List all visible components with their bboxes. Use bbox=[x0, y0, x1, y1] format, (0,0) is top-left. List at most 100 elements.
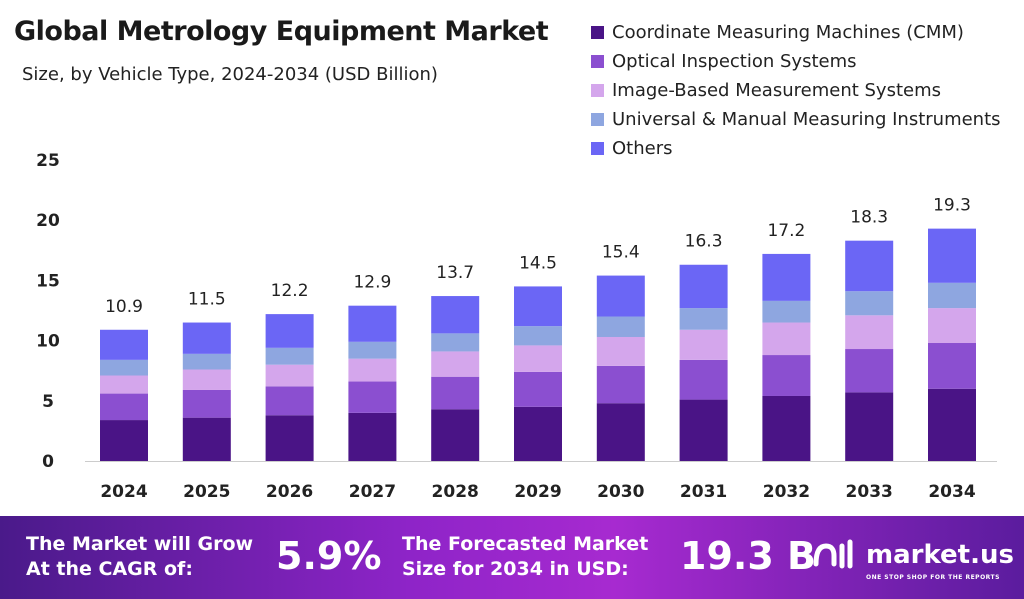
legend-item: Universal & Manual Measuring Instruments bbox=[591, 105, 1001, 134]
legend-item: Others bbox=[591, 134, 1001, 163]
bar-segment bbox=[845, 392, 894, 461]
legend-swatch bbox=[591, 26, 604, 39]
bar-segment bbox=[845, 315, 894, 350]
total-label: 12.2 bbox=[271, 281, 309, 301]
legend-swatch bbox=[591, 55, 604, 68]
bar-segment bbox=[182, 322, 231, 354]
bar-segment bbox=[348, 305, 397, 342]
cagr-value: 5.9% bbox=[276, 534, 382, 578]
total-label: 14.5 bbox=[519, 253, 557, 273]
bar-segment bbox=[265, 347, 314, 365]
bar-segment bbox=[182, 369, 231, 390]
bar-segment bbox=[265, 415, 314, 461]
bar-segment bbox=[100, 359, 148, 376]
x-tick-label: 2031 bbox=[680, 482, 727, 502]
total-label: 12.9 bbox=[353, 273, 391, 293]
bar-segment bbox=[514, 286, 562, 327]
legend-label: Coordinate Measuring Machines (CMM) bbox=[612, 22, 964, 43]
legend-label: Universal & Manual Measuring Instruments bbox=[612, 109, 1001, 130]
bar-segment bbox=[265, 314, 314, 348]
bar-segment bbox=[762, 395, 811, 461]
forecast-label-line2: Size for 2034 in USD: bbox=[402, 558, 629, 580]
bar-segment bbox=[596, 403, 645, 461]
bar-segment bbox=[928, 388, 976, 461]
x-tick-label: 2024 bbox=[100, 482, 147, 502]
x-tick-label: 2025 bbox=[183, 482, 230, 502]
bar-segment bbox=[100, 420, 148, 461]
market-us-logo: market.us bbox=[810, 538, 1014, 572]
total-label: 15.4 bbox=[602, 243, 640, 263]
bar-segment bbox=[845, 291, 894, 316]
bar-segment bbox=[679, 329, 728, 360]
forecast-value: 19.3 B bbox=[680, 534, 816, 578]
legend-swatch bbox=[591, 113, 604, 126]
x-tick-label: 2034 bbox=[928, 482, 975, 502]
bar-segment bbox=[431, 296, 480, 334]
x-tick-label: 2032 bbox=[763, 482, 810, 502]
bar-segment bbox=[679, 264, 728, 309]
y-tick-label: 15 bbox=[36, 271, 60, 291]
bar-segment bbox=[762, 355, 811, 396]
cagr-label-line1: The Market will Grow bbox=[26, 533, 254, 555]
logo-tagline: ONE STOP SHOP FOR THE REPORTS bbox=[866, 574, 1000, 581]
bar-segment bbox=[348, 381, 397, 413]
legend-label: Image-Based Measurement Systems bbox=[612, 80, 942, 101]
logo-icon bbox=[813, 539, 853, 569]
x-tick-label: 2030 bbox=[597, 482, 644, 502]
bar-segment bbox=[182, 353, 231, 370]
bar-segment bbox=[348, 341, 397, 359]
bar-segment bbox=[596, 365, 645, 404]
bar-segment bbox=[182, 389, 231, 418]
y-tick-label: 0 bbox=[42, 452, 54, 472]
bar-segment bbox=[845, 240, 894, 292]
bar-segment bbox=[596, 316, 645, 337]
bar-segment bbox=[928, 343, 976, 389]
total-label: 13.7 bbox=[436, 263, 474, 283]
chart-title: Global Metrology Equipment Market bbox=[14, 16, 549, 47]
bar-segment bbox=[679, 359, 728, 400]
legend-swatch bbox=[591, 142, 604, 155]
stacked-bar-chart: 051015202510.9202411.5202512.2202612.920… bbox=[36, 151, 997, 502]
bar-segment bbox=[431, 376, 480, 410]
total-label: 19.3 bbox=[933, 196, 971, 216]
cagr-label: The Market will Grow At the CAGR of: bbox=[26, 532, 253, 582]
bar-segment bbox=[100, 375, 148, 394]
total-label: 18.3 bbox=[850, 208, 888, 228]
total-label: 17.2 bbox=[767, 221, 805, 241]
forecast-label-line1: The Forecasted Market bbox=[402, 533, 649, 555]
bar-segment bbox=[431, 351, 480, 377]
bar-segment bbox=[514, 345, 562, 372]
bar-segment bbox=[928, 282, 976, 309]
cagr-label-line2: At the CAGR of: bbox=[26, 558, 193, 580]
bar-segment bbox=[100, 329, 148, 360]
x-tick-label: 2026 bbox=[266, 482, 313, 502]
bar-segment bbox=[182, 417, 231, 461]
legend-label: Others bbox=[612, 138, 673, 159]
bar-segment bbox=[348, 412, 397, 461]
x-tick-label: 2029 bbox=[514, 482, 561, 502]
legend-item: Coordinate Measuring Machines (CMM) bbox=[591, 18, 1001, 47]
legend-label: Optical Inspection Systems bbox=[612, 51, 857, 72]
x-tick-label: 2027 bbox=[349, 482, 396, 502]
y-tick-label: 10 bbox=[36, 332, 60, 352]
bar-segment bbox=[762, 322, 811, 356]
total-label: 16.3 bbox=[685, 232, 723, 252]
legend-item: Image-Based Measurement Systems bbox=[591, 76, 1001, 105]
bar-segment bbox=[514, 406, 562, 461]
forecast-label: The Forecasted Market Size for 2034 in US… bbox=[402, 532, 648, 582]
logo-text: market.us bbox=[866, 540, 1014, 570]
total-label: 11.5 bbox=[188, 290, 226, 310]
bar-segment bbox=[679, 399, 728, 461]
y-tick-label: 20 bbox=[36, 211, 60, 231]
summary-banner: The Market will Grow At the CAGR of: 5.9%… bbox=[0, 516, 1024, 599]
chart-subtitle: Size, by Vehicle Type, 2024-2034 (USD Bi… bbox=[22, 64, 438, 85]
total-label: 10.9 bbox=[105, 297, 143, 317]
bar-segment bbox=[679, 308, 728, 330]
bar-segment bbox=[928, 228, 976, 283]
bar-segment bbox=[431, 409, 480, 461]
bar-segment bbox=[596, 336, 645, 366]
bar-segment bbox=[596, 275, 645, 317]
bar-segment bbox=[928, 308, 976, 344]
bar-segment bbox=[265, 386, 314, 416]
legend-item: Optical Inspection Systems bbox=[591, 47, 1001, 76]
